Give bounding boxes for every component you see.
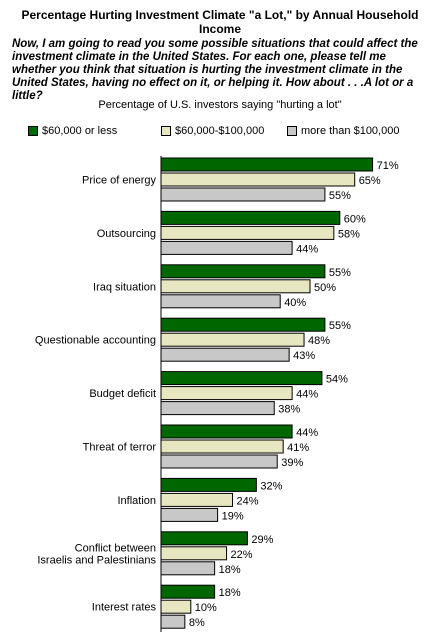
bar-low-income <box>160 424 293 439</box>
data-label-low-income: 71% <box>377 160 399 172</box>
legend-label-mid-income: $60,000-$100,000 <box>175 125 265 137</box>
bar-low-income <box>160 317 326 332</box>
data-label-low-income: 29% <box>251 534 273 546</box>
bar-high-income <box>160 454 278 469</box>
data-label-high-income: 19% <box>222 510 244 522</box>
data-label-mid-income: 65% <box>359 175 381 187</box>
chart-subtitle: Percentage of U.S. investors saying "hur… <box>98 99 342 111</box>
data-label-mid-income: 58% <box>338 228 360 240</box>
bar-low-income <box>160 371 323 386</box>
data-label-mid-income: 22% <box>231 549 253 561</box>
chart-title: Percentage Hurting Investment Climate "a… <box>21 8 419 36</box>
bar-high-income <box>160 187 326 202</box>
category-label: Budget deficit <box>89 388 156 400</box>
bar-mid-income <box>160 599 192 614</box>
data-label-mid-income: 44% <box>296 389 318 401</box>
data-label-high-income: 40% <box>284 297 306 309</box>
category-label: Israelis and Palestinians <box>37 554 156 566</box>
category-label: Outsourcing <box>97 228 156 240</box>
bar-low-income <box>160 584 216 599</box>
legend-label-low-income: $60,000 or less <box>42 125 118 137</box>
data-label-low-income: 32% <box>260 480 282 492</box>
bar-low-income <box>160 531 248 546</box>
data-label-high-income: 8% <box>189 617 205 629</box>
data-label-low-income: 55% <box>329 267 351 279</box>
data-label-high-income: 44% <box>296 243 318 255</box>
legend-swatch-high-income <box>287 126 297 136</box>
data-label-high-income: 39% <box>281 457 303 469</box>
bar-low-income <box>160 157 374 172</box>
category-label: Conflict between <box>75 542 156 554</box>
bar-low-income <box>160 264 326 279</box>
bar-high-income <box>160 614 186 629</box>
data-label-mid-income: 41% <box>287 442 309 454</box>
bar-mid-income <box>160 279 311 294</box>
data-label-high-income: 18% <box>219 564 241 576</box>
bar-mid-income <box>160 332 305 347</box>
category-label: Questionable accounting <box>35 335 156 347</box>
bar-high-income <box>160 561 216 576</box>
bar-high-income <box>160 294 281 309</box>
legend-label-high-income: more than $100,000 <box>301 125 400 137</box>
category-label: Price of energy <box>82 175 156 187</box>
bar-mid-income <box>160 386 293 401</box>
bar-mid-income <box>160 225 335 240</box>
data-label-low-income: 55% <box>329 320 351 332</box>
data-label-mid-income: 50% <box>314 282 336 294</box>
bar-mid-income <box>160 546 228 561</box>
data-label-low-income: 54% <box>326 374 348 386</box>
data-label-high-income: 38% <box>278 404 300 416</box>
category-label: Interest rates <box>92 602 157 614</box>
bar-mid-income <box>160 492 234 507</box>
data-label-mid-income: 24% <box>237 495 259 507</box>
bar-high-income <box>160 240 293 255</box>
bar-high-income <box>160 401 275 416</box>
data-label-high-income: 55% <box>329 190 351 202</box>
data-label-low-income: 44% <box>296 427 318 439</box>
data-label-low-income: 60% <box>344 213 366 225</box>
bar-high-income <box>160 507 219 522</box>
bar-low-income <box>160 210 341 225</box>
category-label: Iraq situation <box>93 281 156 293</box>
legend-swatch-low-income <box>28 126 38 136</box>
bar-mid-income <box>160 439 284 454</box>
bar-mid-income <box>160 172 356 187</box>
category-label: Threat of terror <box>83 442 157 454</box>
survey-question: Now, I am going to read you some possibl… <box>12 38 418 102</box>
category-label: Inflation <box>117 495 156 507</box>
bar-low-income <box>160 477 257 492</box>
data-label-mid-income: 10% <box>195 602 217 614</box>
legend-swatch-mid-income <box>161 126 171 136</box>
data-label-mid-income: 48% <box>308 335 330 347</box>
data-label-low-income: 18% <box>219 587 241 599</box>
data-label-high-income: 43% <box>293 350 315 362</box>
bar-high-income <box>160 347 290 362</box>
